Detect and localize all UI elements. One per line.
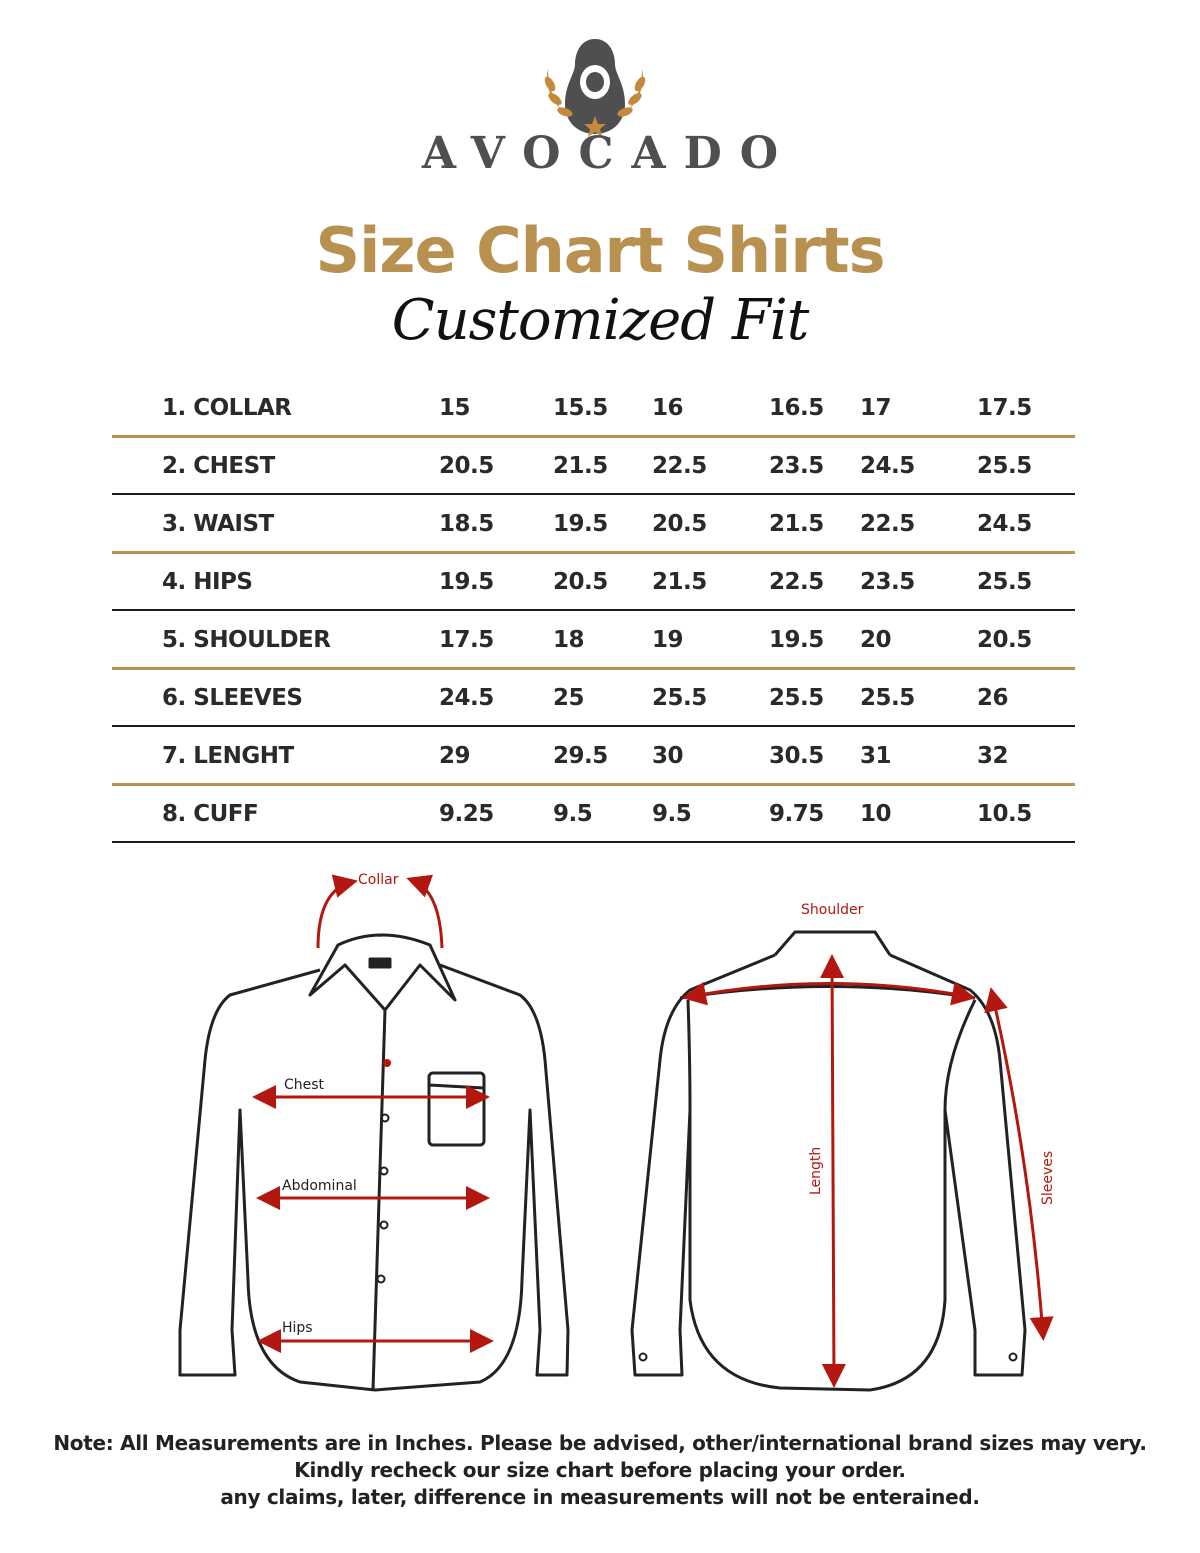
shirt-measurement-diagram: Collar Chest Abdominal Hips Shoulder Len… (178, 872, 1056, 1392)
size-value: 32 (977, 743, 1009, 769)
row-divider (112, 435, 1075, 438)
row-label: 3. WAIST (162, 511, 274, 537)
size-value: 19.5 (769, 627, 824, 653)
table-row: 7. LENGHT 29 29.5 30 30.5 31 32 (112, 733, 1075, 791)
length-arrow (820, 954, 846, 1388)
size-value: 19 (652, 627, 684, 653)
size-value: 20 (860, 627, 892, 653)
size-value: 16 (652, 395, 684, 421)
size-value: 31 (860, 743, 892, 769)
collar-arrow-left (316, 874, 358, 949)
table-row: 1. COLLAR 15 15.5 16 16.5 17 17.5 (112, 385, 1075, 443)
size-value: 9.5 (553, 801, 593, 827)
size-value: 23.5 (860, 569, 915, 595)
size-value: 30.5 (769, 743, 824, 769)
size-value: 24.5 (977, 511, 1032, 537)
page-subtitle: Customized Fit (391, 288, 809, 353)
size-value: 25.5 (860, 685, 915, 711)
row-divider (112, 493, 1075, 495)
size-value: 29 (439, 743, 471, 769)
size-value: 17 (860, 395, 892, 421)
row-label: 5. SHOULDER (162, 627, 331, 653)
table-row: 2. CHEST 20.5 21.5 22.5 23.5 24.5 25.5 (112, 443, 1075, 501)
size-value: 25.5 (769, 685, 824, 711)
size-value: 22.5 (769, 569, 824, 595)
row-divider (112, 667, 1075, 670)
row-divider (112, 783, 1075, 786)
size-value: 25.5 (977, 453, 1032, 479)
size-value: 17.5 (439, 627, 494, 653)
size-value: 22.5 (652, 453, 707, 479)
avocado-logo (544, 39, 646, 137)
row-label: 7. LENGHT (162, 743, 294, 769)
table-row: 8. CUFF 9.25 9.5 9.5 9.75 10 10.5 (112, 791, 1075, 849)
sleeves-arrow (984, 987, 1054, 1341)
size-value: 15 (439, 395, 471, 421)
row-divider (112, 725, 1075, 727)
size-value: 20.5 (439, 453, 494, 479)
note-line-2: Kindly recheck our size chart before pla… (294, 1458, 906, 1482)
collar-label: Collar (358, 872, 399, 888)
collar-arrow-right (406, 874, 444, 949)
size-value: 19.5 (439, 569, 494, 595)
size-value: 20.5 (652, 511, 707, 537)
size-value: 20.5 (553, 569, 608, 595)
size-value: 25 (553, 685, 585, 711)
row-label: 8. CUFF (162, 801, 259, 827)
size-value: 9.25 (439, 801, 494, 827)
size-value: 19.5 (553, 511, 608, 537)
size-value: 17.5 (977, 395, 1032, 421)
row-divider (112, 609, 1075, 611)
row-label: 4. HIPS (162, 569, 253, 595)
note-line-1: Note: All Measurements are in Inches. Pl… (53, 1431, 1147, 1455)
size-value: 18.5 (439, 511, 494, 537)
size-value: 24.5 (439, 685, 494, 711)
size-value: 29.5 (553, 743, 608, 769)
size-value: 23.5 (769, 453, 824, 479)
size-value: 22.5 (860, 511, 915, 537)
size-value: 30 (652, 743, 684, 769)
size-value: 21.5 (769, 511, 824, 537)
row-divider (112, 551, 1075, 554)
brand-name: AVOCADO (421, 128, 797, 179)
hips-label: Hips (282, 1320, 313, 1336)
shirt-back-illustration (630, 930, 1027, 1392)
page-title: Size Chart Shirts (315, 214, 885, 287)
row-divider (112, 841, 1075, 843)
size-value: 10 (860, 801, 892, 827)
size-value: 16.5 (769, 395, 824, 421)
size-value: 26 (977, 685, 1009, 711)
row-label: 6. SLEEVES (162, 685, 303, 711)
shirt-front-illustration (178, 933, 570, 1392)
size-value: 24.5 (860, 453, 915, 479)
shoulder-label: Shoulder (801, 902, 864, 918)
row-label: 2. CHEST (162, 453, 275, 479)
table-row: 4. HIPS 19.5 20.5 21.5 22.5 23.5 25.5 (112, 559, 1075, 617)
size-value: 10.5 (977, 801, 1032, 827)
row-label: 1. COLLAR (162, 395, 292, 421)
sleeves-label: Sleeves (1040, 1151, 1056, 1205)
size-value: 18 (553, 627, 585, 653)
size-value: 9.5 (652, 801, 692, 827)
size-value: 15.5 (553, 395, 608, 421)
table-row: 5. SHOULDER 17.5 18 19 19.5 20 20.5 (112, 617, 1075, 675)
size-value: 20.5 (977, 627, 1032, 653)
size-value: 25.5 (977, 569, 1032, 595)
table-row: 3. WAIST 18.5 19.5 20.5 21.5 22.5 24.5 (112, 501, 1075, 559)
size-value: 21.5 (553, 453, 608, 479)
table-row: 6. SLEEVES 24.5 25 25.5 25.5 25.5 26 (112, 675, 1075, 733)
size-value: 25.5 (652, 685, 707, 711)
size-value: 9.75 (769, 801, 824, 827)
size-value: 21.5 (652, 569, 707, 595)
length-label: Length (808, 1147, 824, 1195)
note-line-3: any claims, later, difference in measure… (220, 1485, 980, 1509)
chest-label: Chest (284, 1077, 325, 1093)
abdominal-label: Abdominal (282, 1178, 357, 1194)
